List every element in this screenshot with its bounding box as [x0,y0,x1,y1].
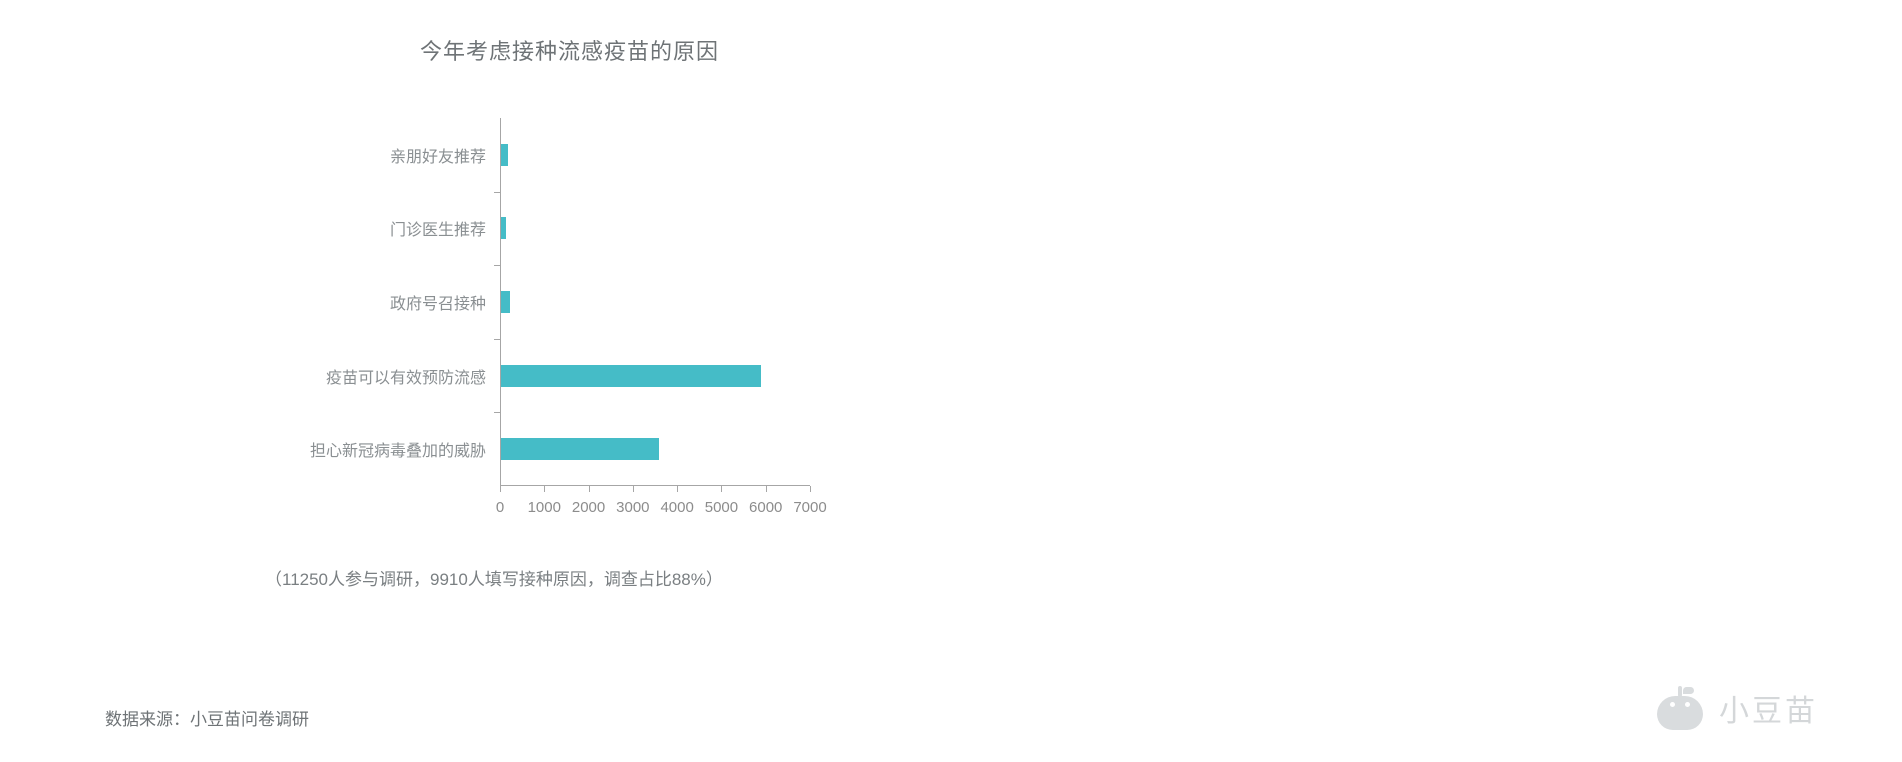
x-axis-tick-label: 0 [495,499,505,516]
x-axis-tick [588,486,590,492]
x-axis-tick [500,486,501,492]
category-label: 门诊医生推荐 [389,222,486,240]
bar[interactable] [501,291,510,313]
left-chart-title: 今年考虑接种流感疫苗的原因 [420,39,720,64]
bar-row[interactable] [501,143,810,166]
x-axis-tick [677,486,679,492]
bar-row[interactable] [501,438,810,461]
left-chart-plot-area: 亲朋好友推荐 门诊医生推荐 政府号召接种疫苗可以有效预防流感担心新冠病毒叠加的威胁 0… [310,118,827,516]
x-axis-tick-label: 5000 [704,499,739,516]
x-axis-tick-label: 2000 [571,499,606,516]
y-axis-tick [494,265,500,267]
x-axis-tick-label: 7000 [793,499,827,516]
bar-row[interactable] [501,291,810,313]
x-axis-tick-label: 6000 [749,499,783,516]
x-axis-tick-label: 1000 [527,499,561,516]
left-chart-panel: 今年考虑接种流感疫苗的原因 亲朋好友推荐 门诊医生推荐 政府号召接种疫苗可以有效预防… [265,39,827,589]
x-axis-tick-label: 3000 [616,499,650,516]
category-label: 疫苗可以有效预防流感 [325,369,486,387]
bar[interactable] [501,364,761,387]
left-chart-x-axis [500,485,810,486]
category-label: 担心新冠病毒叠加的威胁 [309,443,486,461]
x-axis-tick [765,486,767,492]
y-axis-tick [494,191,500,193]
left-chart-caption: （11250人参与调研，9910人填写接种原因，调查占比88%） [265,570,723,589]
x-axis-tick [721,486,723,492]
y-axis-tick [494,412,500,414]
bar[interactable] [501,143,509,166]
category-label: 政府号召接种 [389,296,486,313]
x-axis-tick [544,486,546,492]
x-axis-tick-label: 4000 [660,499,694,516]
bar-row[interactable] [501,217,810,240]
source-note: 数据来源：小豆苗问卷调研 [105,710,309,729]
bar[interactable] [501,438,659,461]
bar[interactable] [501,217,506,240]
right-chart-panel: 不考虑接种流感疫苗的原因（多选） 打了怕身体不舒服疫苗的效果有限所在地区缺苗，打… [1040,0,1902,762]
x-axis-tick [810,486,811,492]
y-axis-tick [494,338,500,340]
brand-logo: 小豆苗 [1657,686,1818,730]
bar-row[interactable] [501,364,810,387]
bean-sprout-logo-icon [1657,686,1703,730]
x-axis-tick [632,486,634,492]
left-chart-y-axis [500,118,501,486]
brand-name: 小豆苗 [1719,694,1818,729]
category-label: 亲朋好友推荐 [389,148,486,166]
